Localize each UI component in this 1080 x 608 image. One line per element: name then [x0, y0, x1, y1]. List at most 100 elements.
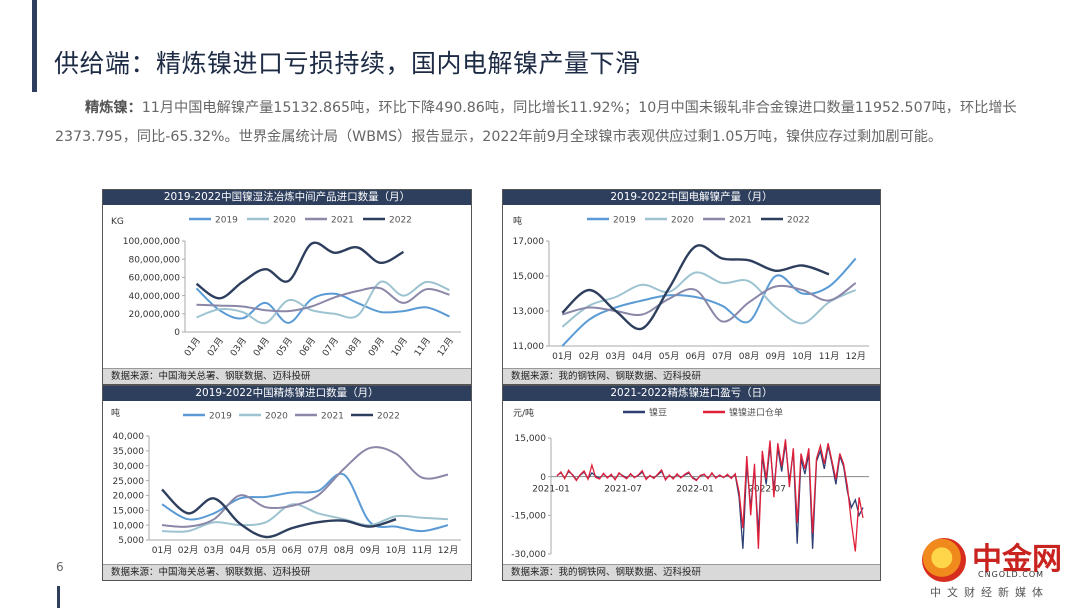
- x-tick-label: 07月: [308, 545, 328, 556]
- chart-panel-intermediate-imports: 2019-2022中国镍湿法冶炼中间产品进口数量（月） KG 2019 2020 20…: [102, 189, 472, 385]
- x-tick-label: 11月: [412, 335, 433, 358]
- chart-title: 2019-2022中国精炼镍进口数量（月）: [103, 386, 471, 401]
- y-tick-label: 11,000: [513, 342, 545, 352]
- x-tick-label: 2022-01: [676, 485, 714, 495]
- chart-electrolytic-nickel-output: 吨 2019 2020 2021 2022 11,000 13,000 15,000 17,00…: [513, 215, 869, 362]
- y-tick-label: 20,000: [113, 492, 145, 502]
- x-tick-label: 06月: [685, 351, 705, 362]
- x-tick-label: 08月: [334, 545, 354, 556]
- chart-title: 2021-2022精炼镍进口盈亏（日）: [503, 386, 880, 401]
- chart-refined-nickel-imports: 吨 2019 2020 2021 2022 5,000 10,000 15,000 20,000…: [111, 407, 461, 556]
- chart-import-profit-loss: 元/吨 镍豆 镍镍进口仓单 15,000 0 -15,000 -30,000 2021-01 2…: [511, 407, 869, 560]
- series-line-2019: [161, 472, 449, 533]
- x-tick-label: 09月: [366, 335, 387, 358]
- logo-tagline: 中文财经新媒体: [930, 586, 1049, 599]
- x-tick-label: 2022-07: [748, 485, 786, 495]
- x-tick-label: 10月: [389, 335, 410, 358]
- chart-panel-electrolytic-nickel-output: 2019-2022中国电解镍产量（月） 吨 2019 2020 2021 2022 11,…: [502, 189, 881, 385]
- chart-source: 数据来源：中国海关总署、钢联数据、迈科投研: [103, 368, 471, 384]
- x-tick-label: 03月: [605, 351, 625, 362]
- series-line-2020: [196, 280, 450, 325]
- x-tick-label: 10月: [386, 545, 406, 556]
- legend-label-2022: 2022: [389, 216, 412, 226]
- paragraph-body: 11月中国电解镍产量15132.865吨，环比下降490.86吨，同比增长11.…: [55, 100, 1017, 145]
- chart-panel-import-profit-loss: 2021-2022精炼镍进口盈亏（日） 元/吨 镍豆 镍镍进口仓单 15,000 0 -1…: [502, 385, 881, 581]
- x-tick-label: 02月: [579, 351, 599, 362]
- x-tick-label: 09月: [765, 351, 785, 362]
- x-tick-label: 12月: [435, 335, 456, 358]
- x-tick-label: 2021-07: [604, 485, 642, 495]
- y-tick-label: 40,000,000: [128, 292, 180, 302]
- y-tick-label: 13,000: [513, 307, 545, 317]
- series-line-2022: [195, 241, 405, 300]
- page-title: 供给端：精炼镍进口亏损持续，国内电解镍产量下滑: [54, 49, 641, 78]
- y-tick-label: 20,000,000: [128, 310, 180, 320]
- legend-label-2022: 2022: [377, 412, 400, 422]
- chart-intermediate-imports: KG 2019 2020 2021 2022 0 20,000,000 40,000,000 6…: [111, 216, 461, 358]
- x-tick-label: 02月: [205, 335, 226, 358]
- x-tick-label: 09月: [360, 545, 380, 556]
- y-tick-label: 25,000: [113, 477, 145, 487]
- x-tick-label: 11月: [819, 351, 839, 362]
- x-tick-label: 06月: [297, 335, 318, 358]
- series-line-2019: [195, 287, 450, 324]
- y-tick-label: 15,000: [515, 434, 547, 444]
- x-tick-label: 07月: [712, 351, 732, 362]
- y-tick-label: 0: [540, 473, 546, 483]
- logo-url: CNGOLD.COM: [978, 570, 1045, 579]
- legend-label-2022: 2022: [787, 216, 810, 226]
- logo-emblem-icon: [922, 538, 966, 582]
- y-tick-label: 17,000: [513, 237, 545, 247]
- y-axis-unit: KG: [111, 217, 124, 227]
- x-tick-label: 12月: [438, 545, 458, 556]
- x-tick-label: 07月: [320, 335, 341, 358]
- x-tick-label: 05月: [256, 545, 276, 556]
- legend-label-2019: 2019: [209, 412, 232, 422]
- y-tick-label: 5,000: [118, 536, 144, 546]
- x-tick-label: 11月: [412, 545, 432, 556]
- chart-source: 数据来源：我的钢铁网、钢联数据、迈科投研: [503, 564, 880, 580]
- x-tick-label: 05月: [274, 335, 295, 358]
- x-tick-label: 01月: [182, 335, 203, 358]
- legend-label-2020: 2020: [273, 216, 296, 226]
- chart-source: 数据来源：中国海关总署、钢联数据、迈科投研: [103, 564, 471, 580]
- legend-label-0: 镍豆: [649, 407, 667, 419]
- y-axis-unit: 元/吨: [513, 407, 534, 419]
- chart-title: 2019-2022中国电解镍产量（月）: [503, 190, 880, 205]
- y-tick-label: 0: [174, 328, 180, 338]
- y-tick-label: -15,000: [511, 512, 546, 522]
- x-tick-label: 02月: [178, 545, 198, 556]
- y-tick-label: 80,000,000: [128, 255, 180, 265]
- legend-label-2020: 2020: [671, 216, 694, 226]
- x-tick-label: 01月: [552, 351, 572, 362]
- page-number: 6: [56, 560, 64, 574]
- x-tick-label: 01月: [152, 545, 172, 556]
- y-axis-unit: 吨: [513, 215, 522, 227]
- legend-label-2021: 2021: [729, 216, 752, 226]
- x-tick-label: 04月: [632, 351, 652, 362]
- x-tick-label: 08月: [343, 335, 364, 358]
- accent-bar-bottom: [57, 586, 60, 608]
- legend-label-2019: 2019: [215, 216, 238, 226]
- series-line-2020: [161, 503, 449, 533]
- x-tick-label: 06月: [282, 545, 302, 556]
- y-tick-label: 15,000: [113, 506, 145, 516]
- chart-title: 2019-2022中国镍湿法冶炼中间产品进口数量（月）: [103, 190, 471, 205]
- y-tick-label: 10,000: [113, 521, 145, 531]
- x-tick-label: 04月: [230, 545, 250, 556]
- logo-name: 中金网: [972, 542, 1062, 577]
- series-line-2022: [561, 244, 830, 331]
- logo: 中金网 CNGOLD.COM 中文财经新媒体: [922, 534, 1072, 604]
- series-line-2021: [161, 446, 449, 528]
- y-tick-label: 35,000: [113, 447, 145, 457]
- summary-paragraph: 精炼镍：11月中国电解镍产量15132.865吨，环比下降490.86吨，同比增…: [55, 94, 1040, 152]
- y-tick-label: 100,000,000: [123, 237, 181, 247]
- y-tick-label: 60,000,000: [128, 274, 180, 284]
- series-line-2020: [561, 271, 857, 328]
- y-tick-label: 30,000: [113, 462, 145, 472]
- y-tick-label: 15,000: [513, 272, 545, 282]
- legend-label-1: 镍镍进口仓单: [729, 407, 783, 419]
- accent-bar: [32, 0, 37, 92]
- y-axis-unit: 吨: [111, 407, 120, 419]
- series-line-2021: [196, 286, 450, 313]
